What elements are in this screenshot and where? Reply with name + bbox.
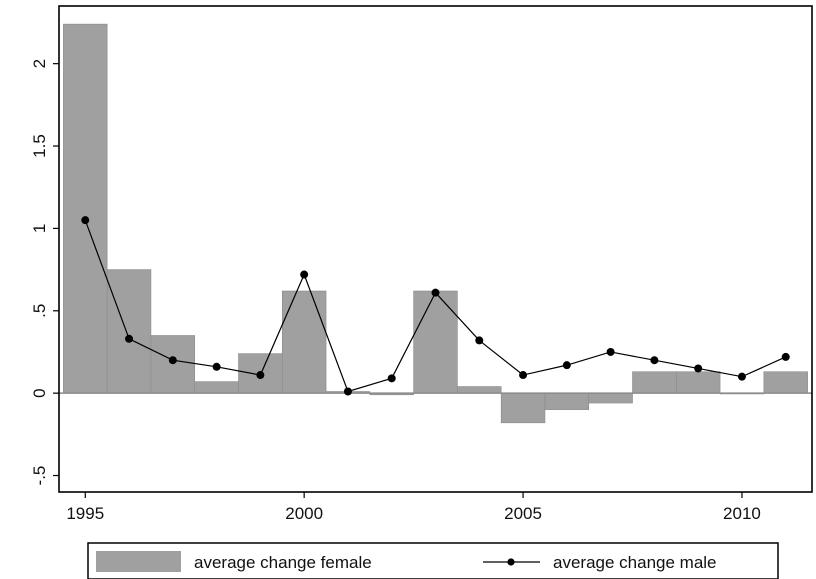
male-point-2007 [606, 347, 615, 356]
female-bar-2006 [544, 392, 590, 410]
male-point-2001 [343, 387, 352, 396]
male-point-2003 [431, 288, 440, 297]
female-bar-2007 [588, 392, 633, 404]
x-tick-label: 1995 [66, 504, 104, 523]
legend-male-marker [507, 558, 515, 566]
male-point-1996 [125, 334, 134, 343]
male-point-2011 [781, 352, 790, 361]
legend: average change female average change mal… [87, 542, 779, 579]
y-tick-label: .5 [30, 304, 49, 318]
male-point-2005 [519, 371, 528, 380]
female-bar-2000 [281, 290, 327, 394]
male-point-2002 [387, 374, 396, 383]
legend-box [87, 542, 779, 579]
legend-female-label: average change female [194, 553, 372, 572]
female-bar-1995 [63, 23, 108, 394]
y-tick-label: 2 [30, 59, 49, 68]
female-bar-2005 [500, 392, 546, 424]
male-point-1999 [256, 371, 265, 380]
x-tick-label: 2005 [504, 504, 542, 523]
plot-border [58, 5, 813, 493]
male-point-1995 [81, 216, 90, 225]
male-point-2008 [650, 356, 659, 365]
female-bar-2009 [675, 371, 721, 394]
male-point-2006 [562, 361, 571, 370]
y-axis: -.5 0 .5 1 1.5 2 [30, 59, 59, 486]
male-point-2010 [737, 372, 746, 381]
female-bars [63, 23, 808, 424]
female-bar-1996 [106, 269, 152, 394]
y-tick-label: -.5 [30, 466, 49, 486]
y-tick-label: 0 [30, 388, 49, 397]
female-bar-1998 [194, 381, 239, 394]
x-axis: 1995 2000 2005 2010 [66, 492, 761, 523]
female-bar-2011 [763, 371, 808, 394]
x-tick-label: 2010 [723, 504, 761, 523]
plot-frame [58, 5, 813, 493]
x-tick-label: 2000 [285, 504, 323, 523]
male-point-2009 [694, 364, 703, 373]
male-point-2000 [300, 270, 309, 279]
male-point-2004 [475, 336, 484, 345]
male-point-1997 [168, 356, 177, 365]
y-tick-label: 1 [30, 224, 49, 233]
female-bar-2003 [413, 290, 458, 394]
male-series [81, 216, 790, 396]
legend-female-swatch [96, 551, 181, 572]
female-bar-2008 [632, 371, 677, 394]
female-bar-1997 [150, 335, 196, 394]
male-point-1998 [212, 362, 221, 371]
y-tick-label: 1.5 [30, 134, 49, 158]
legend-male-label: average change male [553, 553, 717, 572]
female-bar-2004 [457, 386, 502, 394]
